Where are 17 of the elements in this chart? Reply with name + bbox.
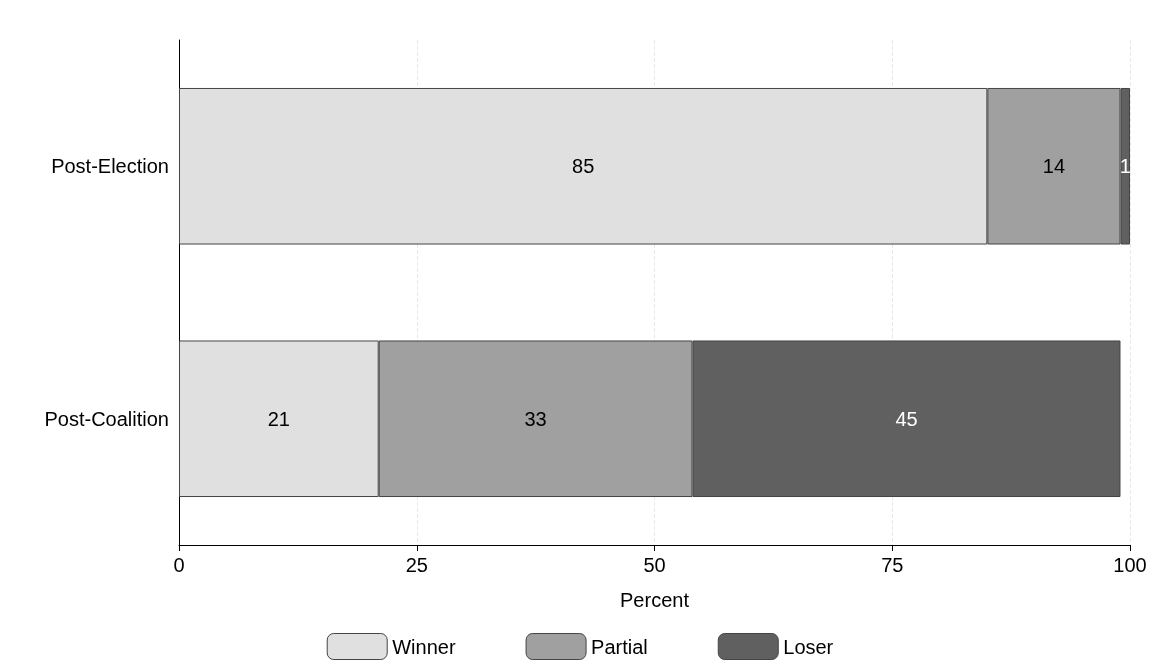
x-axis-title: Percent [620,589,690,611]
y-tick-label: Post-Coalition [44,407,169,430]
legend-label: Loser [783,635,834,658]
data-label: 21 [267,407,290,430]
data-label: 1 [1119,155,1131,178]
x-tick-label: 25 [405,554,428,576]
x-tick-label: 0 [173,554,185,576]
x-tick-label: 75 [881,554,904,576]
legend-label: Winner [392,635,456,658]
legend-label: Partial [591,635,648,658]
y-tick-label: Post-Election [51,155,169,178]
data-label: 14 [1042,155,1066,178]
x-tick-label: 50 [643,554,666,576]
x-tick-label: 100 [1113,554,1147,576]
data-label: 33 [524,407,547,430]
data-label: 45 [895,407,918,430]
data-label: 85 [572,155,595,178]
